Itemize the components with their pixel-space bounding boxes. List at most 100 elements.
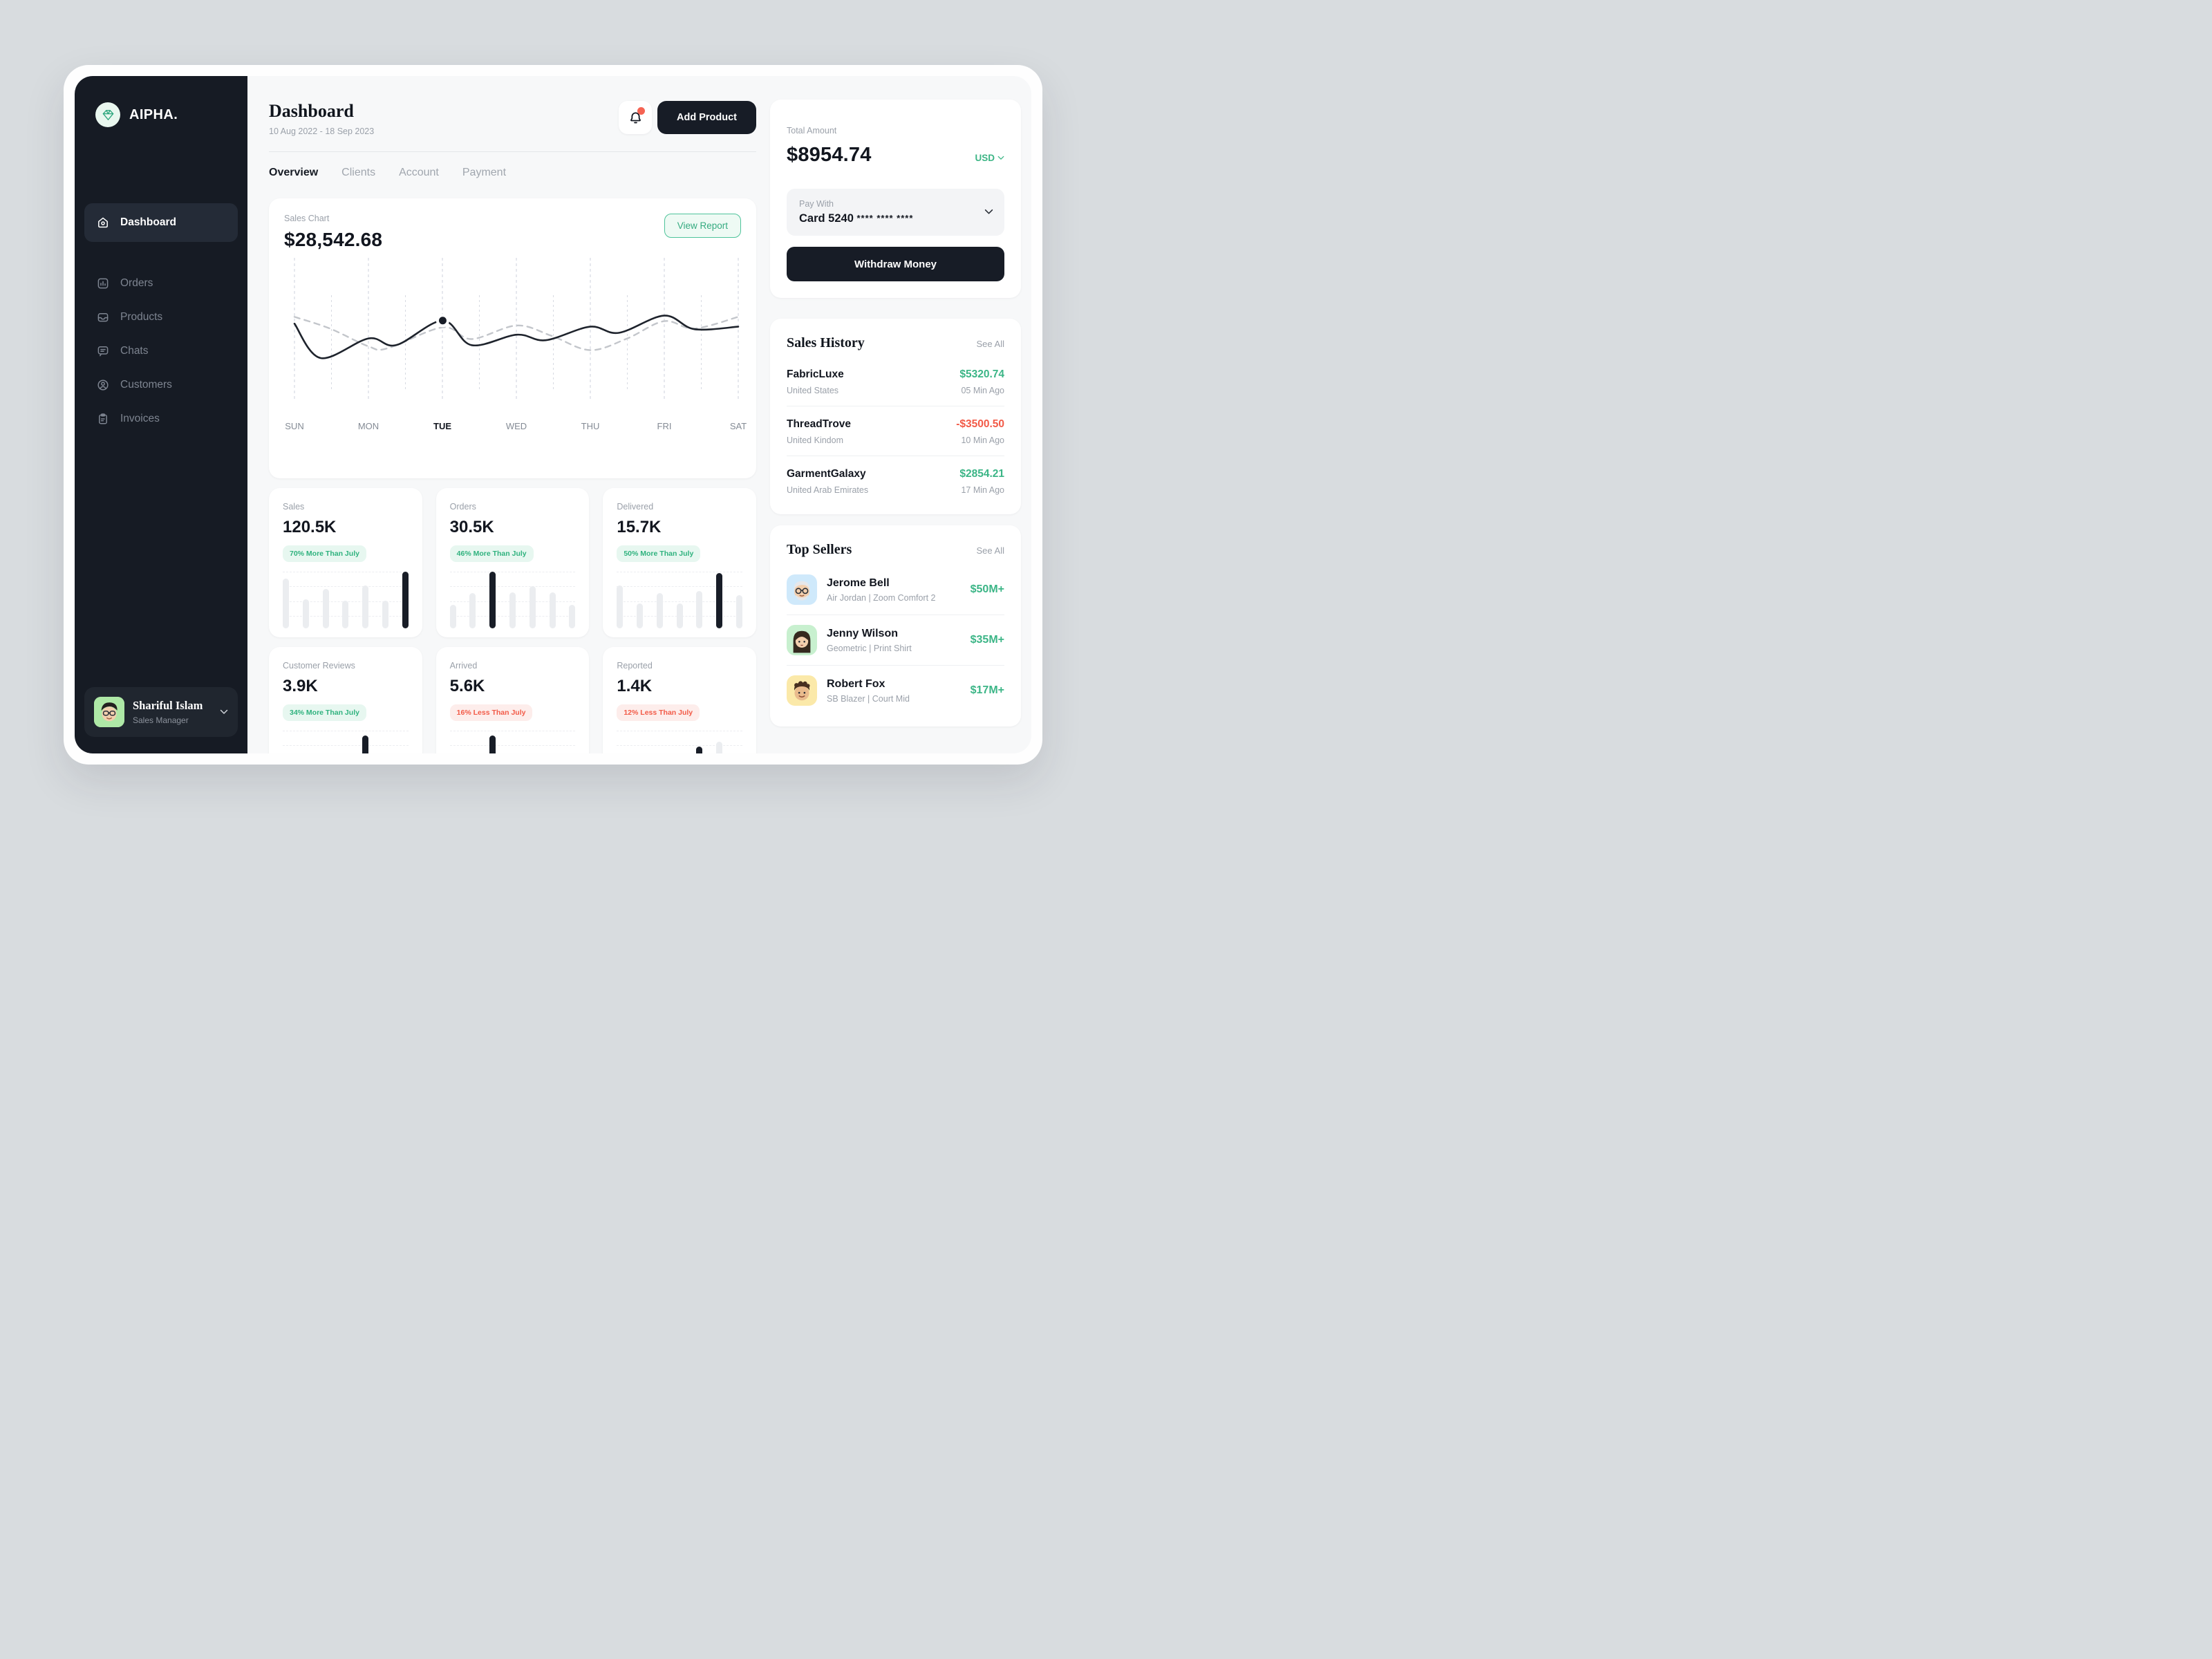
sales-line-chart: SUN MON TUE WED THU FRI SAT bbox=[285, 258, 747, 431]
sales-history-card: Sales History See All FabricLuxe United … bbox=[770, 319, 1021, 514]
transaction-time: 17 Min Ago bbox=[961, 485, 1004, 495]
svg-text:WED: WED bbox=[506, 421, 527, 431]
sales-history-row[interactable]: FabricLuxe United States $5320.74 05 Min… bbox=[787, 357, 1004, 406]
trend-badge: 50% More Than July bbox=[617, 545, 701, 562]
chat-bubble-icon bbox=[97, 346, 109, 357]
stat-value: 120.5K bbox=[283, 518, 337, 536]
sidebar-item-products[interactable]: Products bbox=[84, 307, 238, 328]
mini-bar bbox=[382, 600, 388, 628]
sidebar-item-invoices[interactable]: Invoices bbox=[84, 409, 238, 429]
memoji-robert-icon bbox=[794, 681, 810, 701]
sidebar: AIPHA. Dashboard Orders bbox=[75, 76, 247, 753]
mini-bar-chart bbox=[617, 572, 743, 628]
diamond-logo-icon bbox=[95, 102, 120, 127]
sales-chart-label: Sales Chart bbox=[284, 214, 330, 223]
sidebar-item-label: Orders bbox=[120, 277, 153, 289]
wallet-card: Total Amount $8954.74 USD Pay With Card … bbox=[770, 100, 1021, 298]
withdraw-money-button[interactable]: Withdraw Money bbox=[787, 247, 1004, 281]
sales-history-row[interactable]: ThreadTrove United Kindom -$3500.50 10 M… bbox=[787, 406, 1004, 456]
view-report-button[interactable]: View Report bbox=[664, 214, 741, 238]
mini-bar bbox=[302, 599, 309, 628]
tab-clients[interactable]: Clients bbox=[341, 167, 376, 178]
sales-chart-card: Sales Chart $28,542.68 View Report SUN MO… bbox=[269, 198, 756, 478]
chevron-down-icon bbox=[997, 156, 1004, 160]
seller-amount: $17M+ bbox=[970, 684, 1004, 696]
seller-name: Jenny Wilson bbox=[827, 627, 898, 639]
top-sellers-see-all[interactable]: See All bbox=[976, 545, 1004, 556]
merchant-name: GarmentGalaxy bbox=[787, 468, 866, 480]
stat-card-arrived: Arrived 5.6K 16% Less Than July bbox=[435, 647, 590, 753]
sidebar-item-dashboard[interactable]: Dashboard bbox=[84, 203, 238, 242]
stat-card-reported: Reported 1.4K 12% Less Than July bbox=[603, 647, 757, 753]
bar-chart-icon bbox=[97, 278, 109, 289]
user-circle-icon bbox=[97, 379, 109, 391]
notifications-button[interactable] bbox=[619, 101, 652, 134]
right-panel: Total Amount $8954.74 USD Pay With Card … bbox=[770, 76, 1021, 753]
sidebar-item-label: Customers bbox=[120, 379, 172, 391]
seller-product: SB Blazer | Court Mid bbox=[827, 693, 910, 704]
sidebar-item-label: Chats bbox=[120, 345, 149, 357]
seller-amount: $35M+ bbox=[970, 634, 1004, 646]
svg-text:FRI: FRI bbox=[657, 421, 672, 431]
clipboard-icon bbox=[99, 413, 107, 424]
tab-payment[interactable]: Payment bbox=[462, 167, 507, 178]
top-sellers-card: Top Sellers See All bbox=[770, 525, 1021, 727]
user-profile[interactable]: Shariful Islam Sales Manager bbox=[84, 687, 238, 737]
mini-bar bbox=[676, 603, 683, 628]
svg-text:SUN: SUN bbox=[285, 421, 303, 431]
mini-bar-chart bbox=[449, 731, 576, 753]
sidebar-item-label: Invoices bbox=[120, 413, 160, 424]
chevron-down-icon[interactable] bbox=[220, 706, 228, 718]
sales-history-title: Sales History bbox=[787, 335, 865, 350]
stat-label: Arrived bbox=[449, 661, 478, 671]
top-seller-row[interactable]: Jenny Wilson Geometric | Print Shirt $35… bbox=[787, 615, 1004, 666]
transaction-amount: $2854.21 bbox=[959, 468, 1004, 480]
tab-overview[interactable]: Overview bbox=[269, 167, 319, 178]
stats-row-1: Sales 120.5K 70% More Than July Orders 3… bbox=[269, 488, 757, 637]
seller-product: Geometric | Print Shirt bbox=[827, 643, 912, 653]
merchant-country: United States bbox=[787, 386, 839, 395]
avatar bbox=[787, 625, 817, 655]
transaction-time: 05 Min Ago bbox=[961, 386, 1004, 395]
bell-icon bbox=[630, 111, 641, 123]
sales-history-row[interactable]: GarmentGalaxy United Arab Emirates $2854… bbox=[787, 456, 1004, 498]
merchant-country: United Kindom bbox=[787, 435, 843, 445]
top-seller-row[interactable]: Jerome Bell Air Jordan | Zoom Comfort 2 … bbox=[787, 565, 1004, 615]
sales-history-see-all[interactable]: See All bbox=[976, 339, 1004, 349]
profile-name: Shariful Islam bbox=[133, 699, 203, 712]
stat-card-sales: Sales 120.5K 70% More Than July bbox=[269, 488, 422, 637]
mini-bar bbox=[696, 590, 703, 628]
stat-value: 15.7K bbox=[617, 518, 662, 536]
profile-role: Sales Manager bbox=[133, 715, 189, 725]
mini-bar bbox=[529, 586, 536, 628]
sidebar-item-customers[interactable]: Customers bbox=[84, 375, 238, 395]
currency-selector[interactable]: USD bbox=[975, 153, 1004, 163]
mini-bar bbox=[509, 592, 516, 628]
stat-card-delivered: Delivered 15.7K 50% More Than July bbox=[603, 488, 757, 637]
mini-bar bbox=[449, 604, 456, 628]
mini-bar-chart bbox=[617, 731, 743, 753]
top-sellers-title: Top Sellers bbox=[787, 542, 852, 557]
seller-amount: $50M+ bbox=[970, 583, 1004, 595]
pay-with-selector[interactable]: Pay With Card 5240 **** **** **** bbox=[787, 189, 1004, 236]
stat-label: Sales bbox=[283, 502, 305, 512]
sales-chart-value: $28,542.68 bbox=[284, 229, 383, 250]
add-product-button[interactable]: Add Product bbox=[657, 101, 756, 134]
avatar bbox=[787, 675, 817, 706]
card-number: Card 5240 bbox=[799, 212, 854, 225]
sidebar-item-chats[interactable]: Chats bbox=[84, 341, 238, 362]
mini-bar bbox=[489, 572, 496, 628]
tab-account[interactable]: Account bbox=[399, 167, 439, 178]
trend-badge: 70% More Than July bbox=[283, 545, 366, 562]
stat-value: 30.5K bbox=[449, 518, 494, 536]
avatar bbox=[94, 697, 124, 727]
sidebar-item-label: Products bbox=[120, 311, 163, 323]
seller-product: Air Jordan | Zoom Comfort 2 bbox=[827, 592, 936, 603]
stat-value: 1.4K bbox=[617, 677, 653, 695]
svg-text:SAT: SAT bbox=[730, 421, 747, 431]
sidebar-item-orders[interactable]: Orders bbox=[84, 273, 238, 294]
top-seller-row[interactable]: Robert Fox SB Blazer | Court Mid $17M+ bbox=[787, 666, 1004, 710]
center-column: Dashboard 10 Aug 2022 - 18 Sep 2023 Add … bbox=[269, 76, 757, 753]
svg-text:THU: THU bbox=[581, 421, 600, 431]
date-range: 10 Aug 2022 - 18 Sep 2023 bbox=[269, 126, 375, 136]
